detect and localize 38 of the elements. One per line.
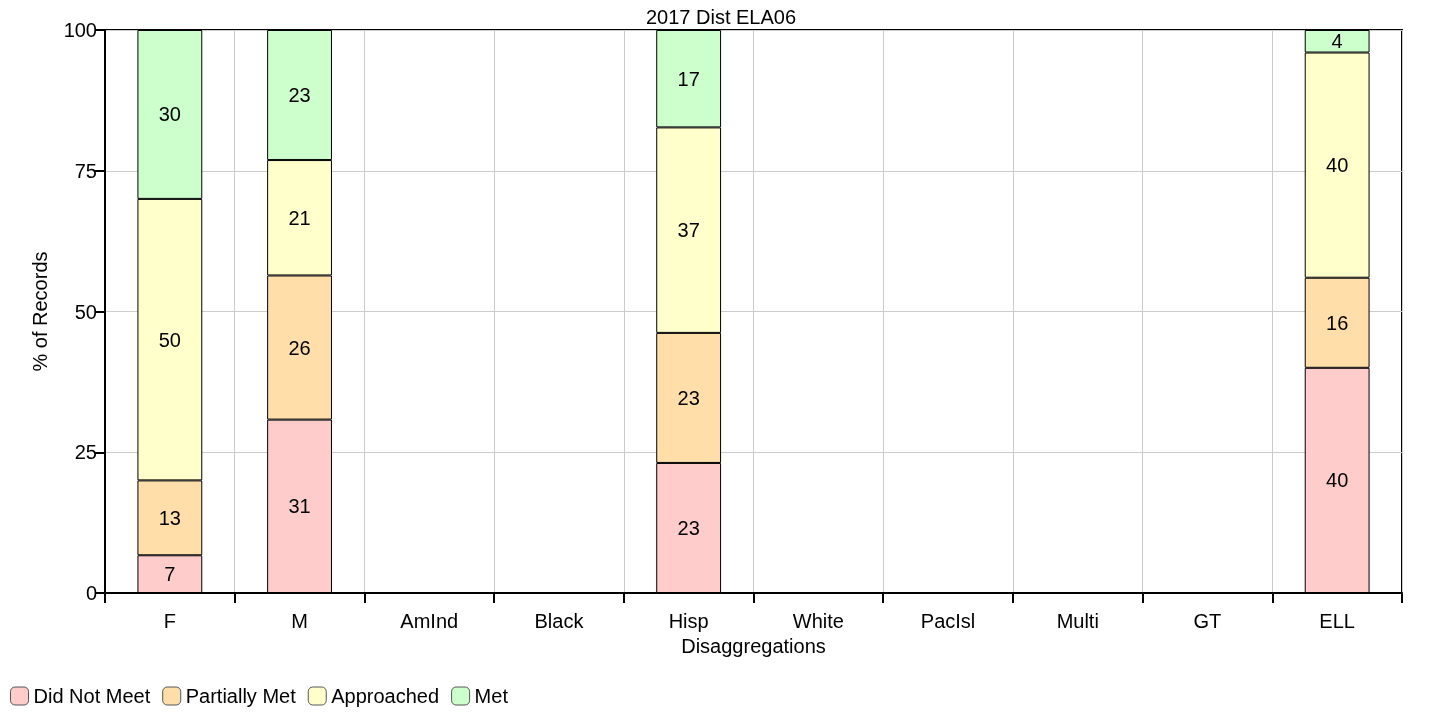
legend-label: Approached [331, 685, 440, 707]
y-tick-label: 75 [74, 159, 97, 182]
y-axis-title: % of Records [29, 251, 51, 372]
x-tick-label: AmInd [400, 610, 459, 632]
x-tick-label: Hisp [668, 610, 709, 632]
data-label: 23 [677, 516, 700, 539]
legend-label: Met [474, 685, 509, 707]
x-tick-label: Multi [1056, 610, 1099, 632]
data-label: 16 [1326, 311, 1349, 334]
x-tick-label: White [792, 610, 844, 632]
data-label: 26 [288, 336, 311, 359]
data-label: 40 [1326, 469, 1349, 492]
y-tick-label: 100 [63, 19, 97, 41]
data-label: 40 [1326, 154, 1349, 177]
x-tick-label: F [163, 610, 176, 632]
data-label: 30 [158, 103, 181, 126]
data-label: 13 [158, 506, 181, 529]
data-label: 31 [288, 495, 311, 518]
y-tick-label: 0 [85, 582, 97, 604]
data-label: 17 [677, 67, 700, 90]
x-axis-title: Disaggregations [681, 634, 826, 657]
data-label: 37 [677, 219, 700, 242]
data-label: 7 [164, 563, 176, 586]
x-tick-label: M [291, 610, 308, 632]
data-label: 4 [1331, 30, 1343, 53]
x-tick-label: GT [1193, 610, 1222, 632]
y-tick-label: 50 [74, 300, 97, 323]
legend-label: Did Not Meet [33, 685, 151, 707]
x-tick-label: ELL [1319, 610, 1355, 632]
data-label: 23 [677, 386, 700, 409]
legend-label: Partially Met [185, 685, 297, 707]
data-label: 21 [288, 206, 311, 229]
x-tick-label: PacIsl [920, 610, 976, 632]
data-label: 23 [288, 84, 311, 107]
data-label: 50 [158, 328, 181, 351]
y-tick-label: 25 [74, 441, 97, 464]
chart-title: 2017 Dist ELA06 [645, 6, 797, 28]
x-tick-label: Black [534, 610, 585, 632]
